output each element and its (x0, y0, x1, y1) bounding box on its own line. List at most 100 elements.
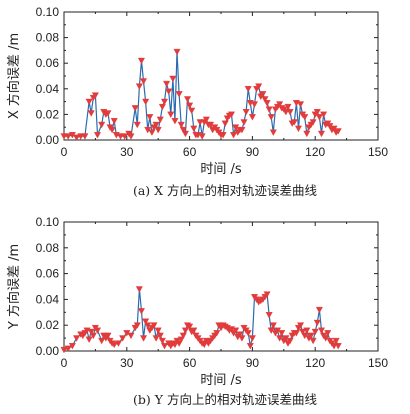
data-point (263, 100, 271, 107)
data-point (156, 332, 164, 340)
data-point (297, 101, 305, 108)
data-point (294, 125, 302, 133)
data-point (68, 343, 76, 350)
data-point (158, 337, 166, 345)
data-point (276, 101, 284, 108)
y-tick-label: 0.10 (36, 5, 60, 19)
y-tick-label: 0.06 (36, 56, 60, 70)
data-point (175, 340, 183, 347)
y-tick-label: 0.00 (36, 133, 60, 147)
data-point (324, 330, 332, 337)
data-point (60, 346, 68, 354)
chart-panel-b: 0 30 60 90 120 150 0.00 0.02 0.04 0.06 0.08 0.10 Y 方… (6, 215, 388, 407)
data-point (142, 98, 150, 106)
data-point (181, 130, 189, 138)
data-point (85, 336, 93, 344)
x-tick-label: 30 (120, 145, 134, 159)
data-point (98, 337, 106, 345)
data-point (64, 345, 72, 353)
data-point (315, 306, 323, 314)
data-point (73, 335, 81, 342)
data-point (301, 114, 309, 121)
data-point (244, 330, 252, 337)
y-tick-label: 0.08 (36, 31, 60, 45)
data-point (303, 130, 311, 138)
data-point (267, 114, 275, 121)
y-tick-label: 0.10 (36, 215, 60, 229)
chart-panel-a: 0 30 60 90 120 150 0.00 0.02 0.04 0.06 0.08 0.10 X 方… (6, 5, 388, 198)
data-point (309, 119, 317, 126)
x-tick-label: 150 (368, 145, 388, 159)
data-point (140, 335, 148, 342)
y-tick-label: 0.02 (36, 318, 60, 332)
data-point (179, 126, 187, 134)
data-point (152, 335, 160, 342)
x-tick-label: 150 (368, 356, 388, 370)
data-point (110, 341, 118, 349)
data-point (320, 111, 328, 119)
y-tick-label: 0.04 (36, 82, 60, 96)
x-tick-label: 90 (246, 356, 260, 370)
series-line (64, 51, 339, 139)
data-point (91, 92, 99, 99)
data-point (250, 101, 259, 108)
data-point (284, 103, 292, 111)
data-point (135, 286, 143, 293)
data-point (290, 119, 298, 126)
data-point (156, 116, 164, 124)
y-tick-label: 0.04 (36, 292, 60, 306)
data-point (148, 129, 156, 136)
data-point (240, 119, 248, 126)
x-tick-label: 30 (120, 356, 134, 370)
data-point (334, 343, 342, 350)
data-point (248, 114, 256, 121)
chart-caption: (b) Y 方向上的相对轨迹误差曲线 (133, 392, 317, 407)
data-point (311, 328, 319, 336)
data-point (219, 132, 227, 139)
data-point (242, 109, 250, 116)
data-point (177, 121, 185, 129)
x-axis-title: 时间 /s (200, 162, 242, 177)
y-axis-title: Y 方向误差 /m (6, 244, 22, 330)
data-point (98, 121, 106, 129)
data-point (181, 327, 189, 334)
chart-caption: (a) X 方向上的相对轨迹误差曲线 (133, 183, 318, 198)
data-point (269, 129, 277, 136)
data-point (183, 96, 192, 103)
data-point (93, 327, 102, 334)
x-tick-label: 60 (183, 145, 197, 159)
data-point (259, 91, 267, 98)
data-point (142, 318, 150, 325)
data-point (198, 133, 206, 140)
data-point (110, 118, 118, 125)
data-point (190, 125, 198, 133)
data-point (213, 330, 221, 337)
data-point (160, 98, 169, 106)
y-tick-label: 0.08 (36, 241, 60, 255)
data-point (309, 337, 317, 345)
y-axis-title: X 方向误差 /m (6, 33, 22, 119)
data-point (244, 86, 252, 93)
data-point (133, 322, 141, 329)
data-point (119, 335, 127, 342)
data-point (190, 327, 198, 334)
data-point (238, 126, 246, 134)
data-point (150, 322, 158, 329)
data-point (93, 132, 102, 139)
x-tick-label: 120 (305, 145, 325, 159)
data-point (227, 111, 236, 119)
data-point (269, 322, 277, 329)
data-point (299, 328, 307, 336)
data-point (200, 341, 208, 349)
data-point (265, 312, 273, 319)
data-point (236, 331, 244, 338)
data-point (137, 308, 145, 315)
x-axis-title: 时间 /s (200, 373, 242, 388)
data-point (89, 332, 97, 340)
y-tick-label: 0.00 (36, 344, 60, 358)
data-point (158, 103, 166, 111)
data-point (313, 109, 321, 116)
data-point (175, 91, 183, 98)
data-point (238, 335, 246, 342)
